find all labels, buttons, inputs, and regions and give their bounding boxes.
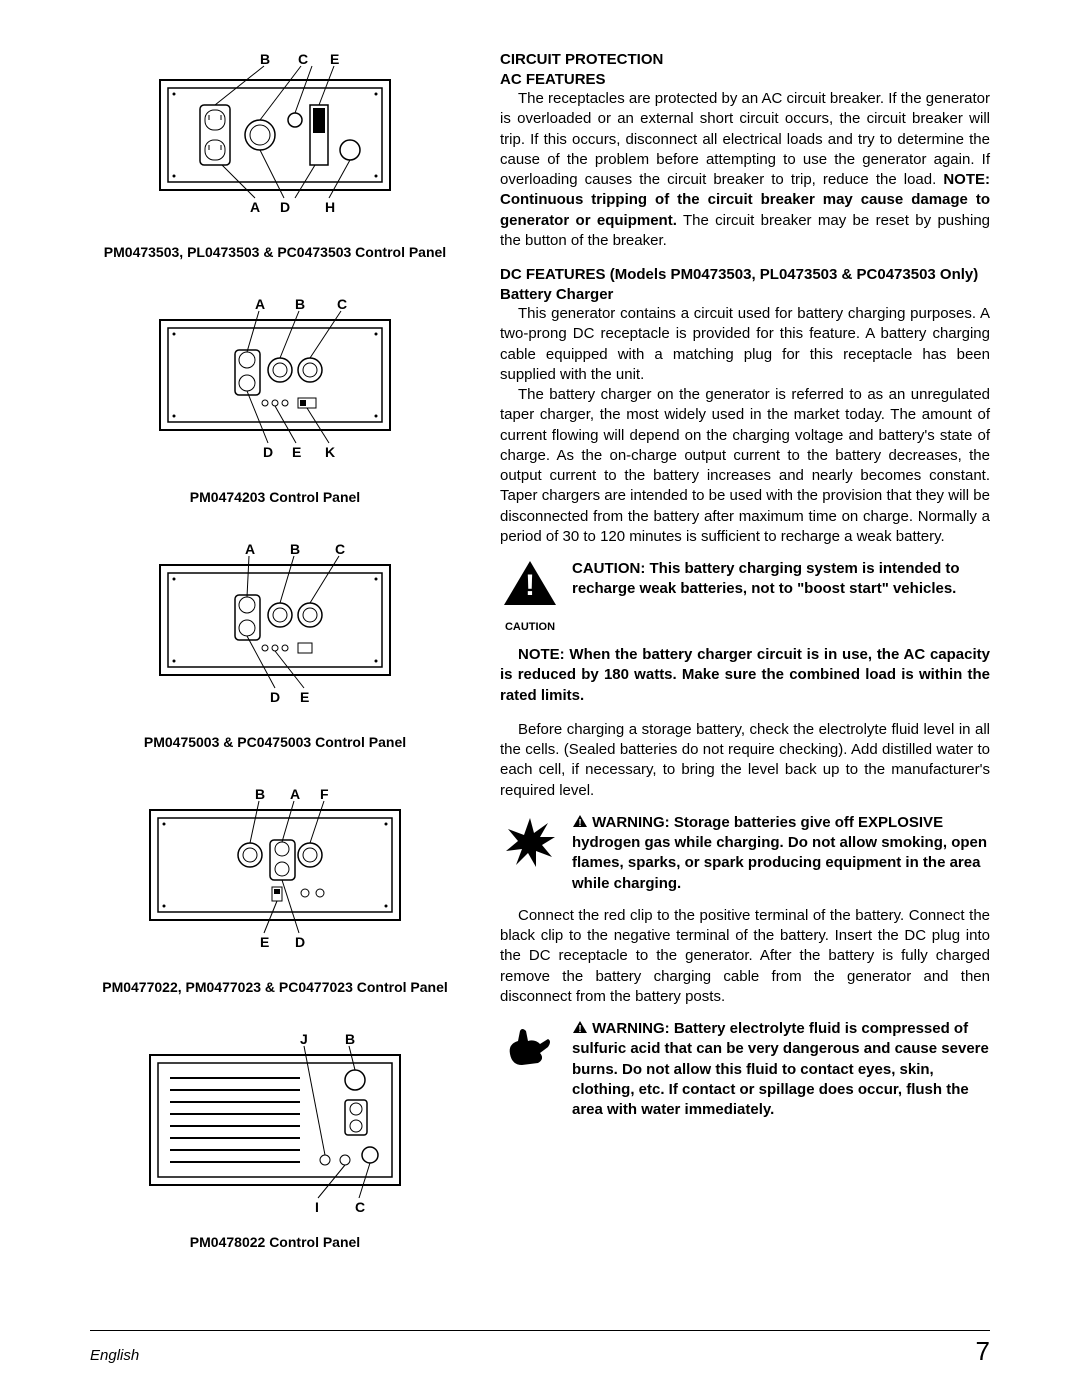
caution-icon: ! CAUTION — [500, 559, 560, 633]
svg-text:J: J — [300, 1031, 308, 1047]
svg-text:K: K — [325, 444, 335, 460]
svg-text:B: B — [255, 786, 265, 802]
para-dc-2: The battery charger on the generator is … — [500, 385, 990, 547]
svg-text:H: H — [325, 199, 335, 215]
panel-4-diagram: B A F E D — [145, 785, 405, 965]
panel-2-diagram: A B C D E K — [150, 295, 400, 475]
panel-5: J B I C — [145, 1030, 405, 1250]
panel-2: A B C D E K — [150, 295, 400, 505]
caution-text: CAUTION: This battery charging system is… — [572, 559, 990, 600]
svg-text:D: D — [270, 689, 280, 705]
hand-icon — [500, 1019, 560, 1078]
panel-4-caption: PM0477022, PM0477023 & PC0477023 Control… — [102, 979, 448, 995]
warning-acid-text: ! WARNING: Battery electrolyte fluid is … — [572, 1019, 990, 1120]
panel-5-caption: PM0478022 Control Panel — [145, 1234, 405, 1250]
svg-text:E: E — [300, 689, 309, 705]
svg-text:A: A — [245, 541, 255, 557]
caution-block: ! CAUTION CAUTION: This battery charging… — [500, 559, 990, 633]
panel-5-diagram: J B I C — [145, 1030, 405, 1220]
panel-3-caption: PM0475003 & PC0475003 Control Panel — [144, 734, 406, 750]
svg-text:B: B — [345, 1031, 355, 1047]
svg-text:D: D — [280, 199, 290, 215]
warning-explosion-block: ! WARNING: Storage batteries give off EX… — [500, 813, 990, 894]
panel-1-caption: PM0473503, PL0473503 & PC0473503 Control… — [104, 244, 446, 260]
svg-text:C: C — [298, 51, 308, 67]
svg-text:E: E — [260, 934, 269, 950]
caution-label: CAUTION — [500, 621, 560, 633]
panel-4: B A F E D PM0477022, — [102, 785, 448, 995]
svg-text:!: ! — [525, 569, 535, 602]
explosion-icon — [500, 813, 560, 877]
svg-text:B: B — [295, 296, 305, 312]
panel-3: A B C D E PM0475003 — [144, 540, 406, 750]
heading-dc-features: DC FEATURES (Models PM0473503, PL0473503… — [500, 265, 990, 304]
para-ac-a: The receptacles are protected by an AC c… — [500, 90, 990, 188]
para-electrolyte: Before charging a storage battery, check… — [500, 720, 990, 801]
left-column: B C E — [90, 50, 460, 1310]
right-column: CIRCUIT PROTECTION AC FEATURES The recep… — [500, 50, 990, 1310]
svg-text:E: E — [292, 444, 301, 460]
page-content: B C E — [90, 50, 990, 1310]
warning-explosion-span: WARNING: Storage batteries give off EXPL… — [572, 814, 987, 892]
svg-text:B: B — [290, 541, 300, 557]
svg-text:E: E — [330, 51, 339, 67]
heading-circuit-protection: CIRCUIT PROTECTION — [500, 50, 990, 70]
svg-text:C: C — [335, 541, 345, 557]
warning-explosion-text: ! WARNING: Storage batteries give off EX… — [572, 813, 990, 894]
svg-text:B: B — [260, 51, 270, 67]
panel-2-caption: PM0474203 Control Panel — [150, 489, 400, 505]
svg-text:I: I — [315, 1199, 319, 1215]
warning-triangle-icon-2: ! — [572, 1020, 588, 1034]
svg-text:A: A — [250, 199, 260, 215]
panel-3-diagram: A B C D E — [150, 540, 400, 720]
heading-ac-features: AC FEATURES — [500, 70, 990, 90]
svg-text:A: A — [255, 296, 265, 312]
svg-text:F: F — [320, 786, 329, 802]
svg-text:!: ! — [578, 1024, 581, 1034]
svg-text:!: ! — [578, 818, 581, 828]
note-ac-capacity: NOTE: When the battery charger circuit i… — [500, 645, 990, 706]
svg-text:D: D — [295, 934, 305, 950]
para-connect: Connect the red clip to the positive ter… — [500, 906, 990, 1007]
page-footer: English 7 — [90, 1330, 990, 1367]
svg-text:C: C — [355, 1199, 365, 1215]
panel-1: B C E — [104, 50, 446, 260]
svg-text:C: C — [337, 296, 347, 312]
svg-text:A: A — [290, 786, 300, 802]
para-ac: The receptacles are protected by an AC c… — [500, 89, 990, 251]
footer-language: English — [90, 1347, 139, 1364]
footer-page-number: 7 — [976, 1336, 990, 1367]
svg-text:D: D — [263, 444, 273, 460]
panel-1-diagram: B C E — [150, 50, 400, 230]
para-dc-1: This generator contains a circuit used f… — [500, 304, 990, 385]
warning-acid-block: ! WARNING: Battery electrolyte fluid is … — [500, 1019, 990, 1120]
warning-triangle-icon: ! — [572, 814, 588, 828]
warning-acid-span: WARNING: Battery electrolyte fluid is co… — [572, 1020, 989, 1118]
